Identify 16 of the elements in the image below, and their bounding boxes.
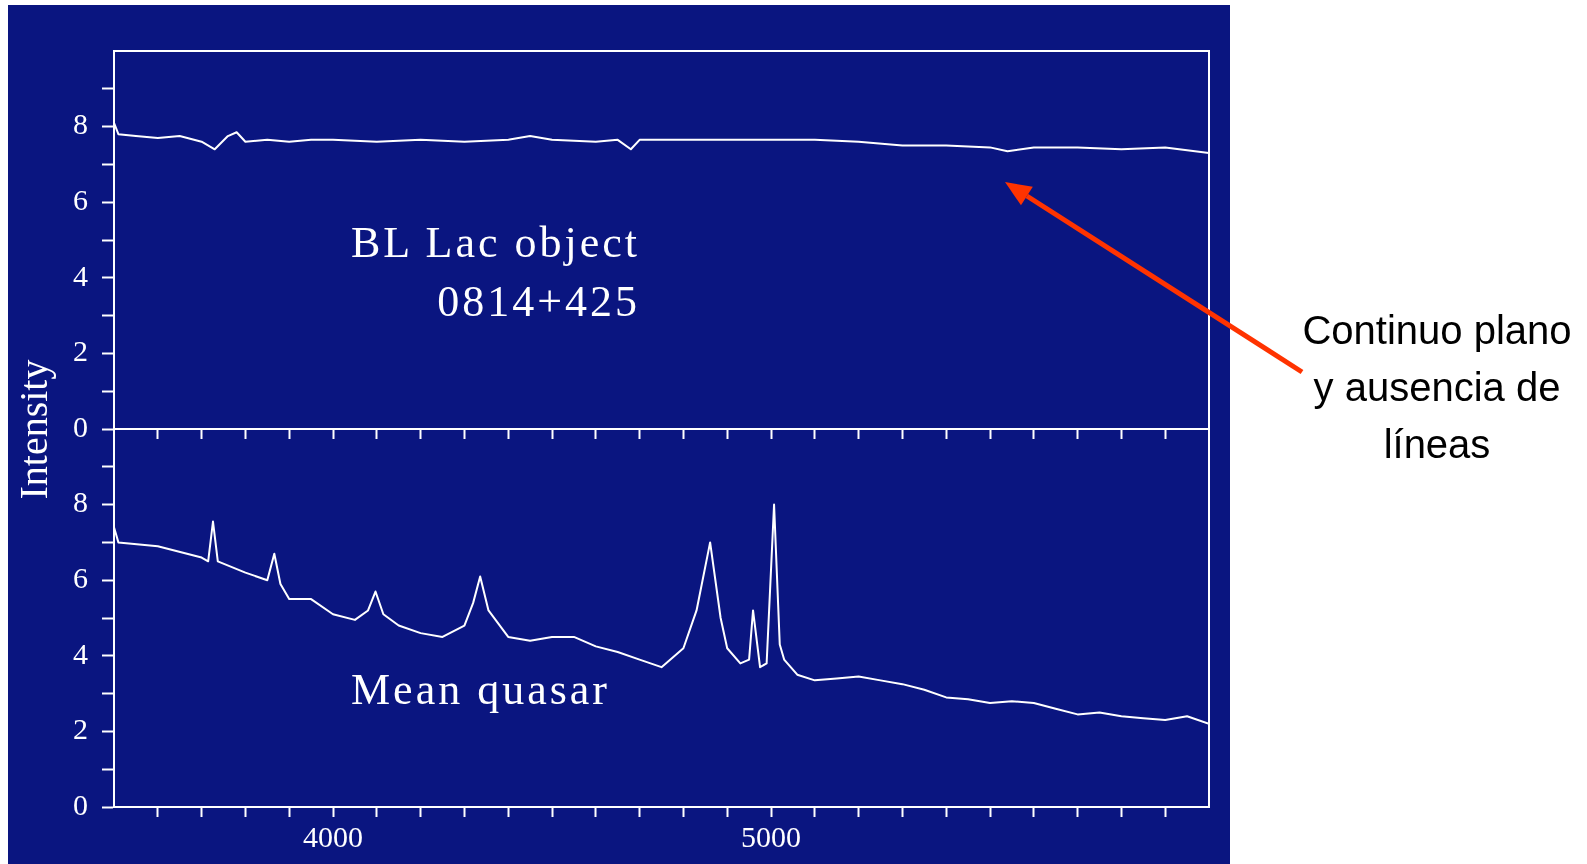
y-tick-label: 2 [73,334,88,368]
x-tick-label: 4000 [303,819,363,853]
y-tick-label: 8 [73,107,88,141]
y-axis-title: Intensity [10,359,58,499]
y-tick-label: 8 [73,485,88,519]
y-tick-label: 0 [73,409,88,443]
y-tick-label: 6 [73,183,88,217]
y-tick-label: 0 [73,787,88,821]
y-tick-label: 4 [73,258,88,292]
x-tick-label: 5000 [741,819,801,853]
text: Continuo plano y ausencia de líneas [1302,307,1572,468]
y-tick-label: 2 [73,712,88,746]
series-label: BL Lac object 0814+425 [349,217,640,329]
series-label: Mean quasar [350,664,610,716]
y-tick-label: 6 [73,561,88,595]
y-tick-label: 4 [73,636,88,670]
